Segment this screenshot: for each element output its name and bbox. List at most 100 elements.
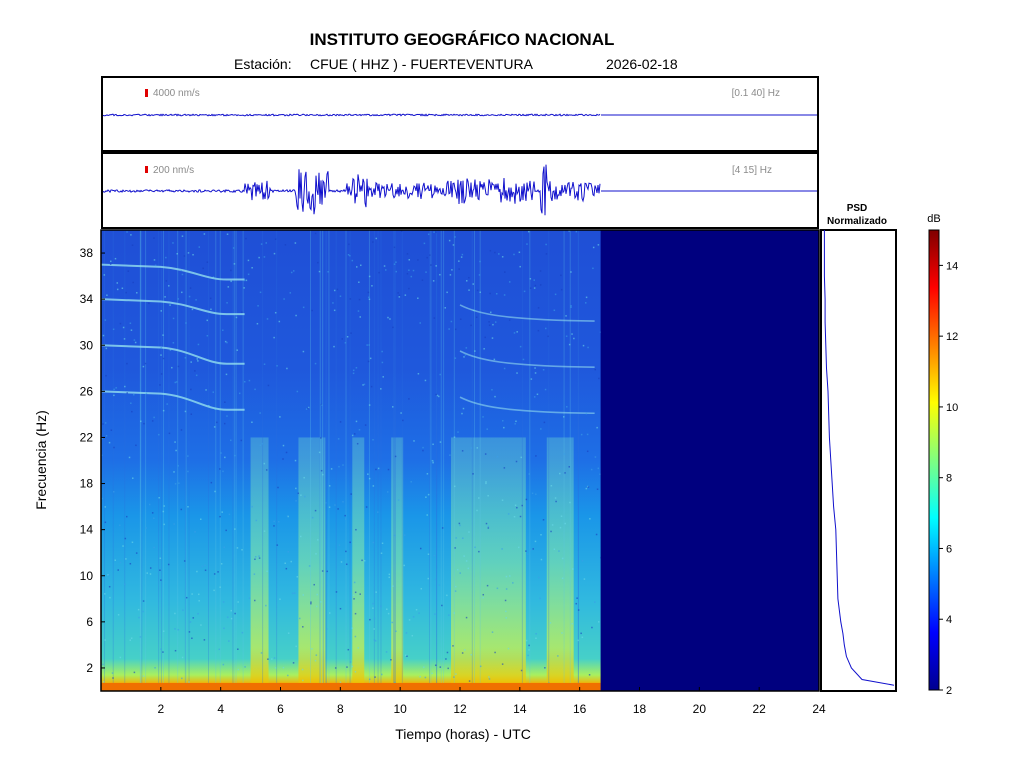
noise-speck xyxy=(329,612,331,614)
noise-speck xyxy=(162,357,165,360)
noise-speck xyxy=(520,456,523,459)
noise-speck xyxy=(528,649,530,651)
noise-speck xyxy=(119,524,121,527)
noise-speck xyxy=(295,487,297,490)
noise-speck xyxy=(453,612,455,614)
noise-speck xyxy=(119,561,122,564)
noise-speck xyxy=(201,565,204,568)
noise-speck xyxy=(224,456,226,459)
noise-speck xyxy=(355,266,358,268)
noise-speck xyxy=(114,257,117,260)
noise-speck xyxy=(448,239,451,242)
noise-speck xyxy=(517,546,520,549)
noise-speck xyxy=(368,404,371,406)
noise-speck xyxy=(160,310,163,312)
noise-speck xyxy=(458,260,460,262)
colorbar-tick-label: 8 xyxy=(946,473,952,485)
noise-speck xyxy=(351,259,354,262)
y-axis-label: Frecuencia (Hz) xyxy=(33,410,49,510)
noise-speck xyxy=(128,456,131,459)
noise-speck xyxy=(488,678,491,680)
noise-speck xyxy=(564,522,566,525)
noise-speck xyxy=(316,605,318,608)
noise-speck xyxy=(575,230,578,233)
noise-speck xyxy=(339,681,342,683)
noise-speck xyxy=(432,460,434,462)
noise-speck xyxy=(454,328,457,331)
noise-speck xyxy=(417,259,419,261)
noise-speck xyxy=(243,279,246,282)
noise-speck xyxy=(177,465,179,467)
noise-speck xyxy=(368,678,371,681)
noise-speck xyxy=(412,269,415,272)
noise-speck xyxy=(174,483,177,485)
noise-speck xyxy=(248,597,251,599)
noise-speck xyxy=(181,656,184,659)
noise-speck xyxy=(154,264,157,267)
noise-speck xyxy=(355,367,358,369)
noise-speck xyxy=(301,668,304,671)
noise-speck xyxy=(290,271,293,274)
noise-speck xyxy=(455,673,457,675)
noise-speck xyxy=(455,537,457,539)
noise-speck xyxy=(178,482,180,484)
noise-speck xyxy=(386,491,389,493)
noise-speck xyxy=(302,679,304,682)
noise-speck xyxy=(321,570,324,572)
noise-speck xyxy=(213,573,216,575)
noise-speck xyxy=(226,341,228,344)
noise-speck xyxy=(508,281,511,283)
noise-speck xyxy=(460,256,463,258)
noise-speck xyxy=(434,613,436,615)
noise-speck xyxy=(390,658,392,661)
noise-speck xyxy=(103,274,106,276)
noise-speck xyxy=(427,493,430,496)
noise-speck xyxy=(438,584,441,586)
noise-speck xyxy=(561,632,563,634)
noise-speck xyxy=(230,280,232,283)
noise-speck xyxy=(172,242,174,244)
noise-speck xyxy=(372,607,374,609)
noise-speck xyxy=(160,354,162,356)
noise-speck xyxy=(134,341,137,344)
noise-speck xyxy=(273,336,275,339)
noise-speck xyxy=(433,317,436,319)
noise-speck xyxy=(266,570,268,573)
noise-speck xyxy=(263,363,266,365)
noise-speck xyxy=(427,577,430,580)
noise-speck xyxy=(125,558,127,560)
energy-band xyxy=(451,437,526,686)
noise-speck xyxy=(387,612,390,615)
noise-speck xyxy=(596,488,599,490)
noise-speck xyxy=(187,455,189,457)
noise-speck xyxy=(223,422,226,425)
noise-speck xyxy=(489,249,492,252)
noise-speck xyxy=(488,676,490,678)
noise-speck xyxy=(158,433,160,436)
noise-speck xyxy=(106,294,108,296)
noise-speck xyxy=(353,581,356,584)
noise-speck xyxy=(461,253,464,256)
noise-speck xyxy=(412,616,415,618)
noise-speck xyxy=(373,617,376,620)
noise-speck xyxy=(424,379,427,382)
noise-speck xyxy=(259,412,261,414)
noise-speck xyxy=(314,509,317,512)
noise-speck xyxy=(432,461,434,464)
noise-speck xyxy=(545,253,548,255)
psd-panel: PSD Normalizado xyxy=(820,203,897,692)
noise-speck xyxy=(339,421,342,423)
noise-speck xyxy=(173,523,175,525)
noise-speck xyxy=(525,639,528,642)
noise-speck xyxy=(585,296,588,299)
noise-speck xyxy=(430,264,432,266)
noise-speck xyxy=(468,680,471,682)
noise-speck xyxy=(501,256,504,258)
noise-speck xyxy=(400,412,402,414)
noise-speck xyxy=(164,296,166,298)
noise-speck xyxy=(439,441,442,443)
noise-speck xyxy=(581,636,584,639)
noise-speck xyxy=(425,496,427,498)
noise-speck xyxy=(337,438,340,440)
noise-speck xyxy=(434,664,437,667)
